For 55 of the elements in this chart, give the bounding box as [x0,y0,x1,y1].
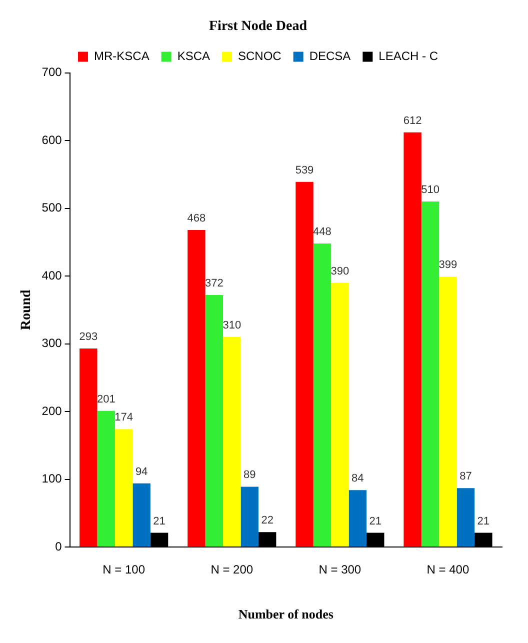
data-label: 539 [295,164,314,176]
data-label: 293 [79,331,98,344]
legend-label: KSCA [177,49,210,64]
bar [439,276,457,546]
data-label: 22 [261,514,274,527]
bar [97,410,115,546]
y-axis-title: Round [19,289,34,330]
x-axis-title: Number of nodes [238,606,334,622]
y-tick-label: 500 [42,200,62,215]
data-label: 84 [352,472,364,485]
legend-label: LEACH - C [378,49,438,64]
y-tick-label: 0 [55,539,62,554]
x-tick-label: N = 100 [102,562,146,577]
data-label: 174 [114,412,134,424]
data-label: 21 [369,515,382,528]
y-tick-label: 100 [42,472,62,486]
y-tick-label: 300 [42,336,62,350]
bar [404,132,422,546]
legend-label: MR-KSCA [94,49,150,64]
bar [296,182,314,546]
x-tick-label: N = 400 [426,562,470,577]
bar [114,429,133,546]
data-label: 310 [222,320,242,332]
bar [132,483,150,546]
data-label: 612 [403,114,422,127]
legend-label: DECSA [309,49,351,64]
data-label: 468 [187,212,206,224]
bar [240,486,258,546]
x-tick-label: N = 200 [210,562,254,577]
bar [223,336,241,546]
data-label: 201 [96,393,116,406]
y-tick-label: 600 [42,132,62,147]
chart-title: First Node Dead [209,19,308,34]
bar [313,244,332,546]
bar [80,348,98,546]
data-label: 372 [204,278,224,290]
data-label: 21 [153,515,166,528]
y-tick-label: 400 [42,268,62,282]
bar [456,488,475,546]
bar [205,294,224,546]
y-tick-label: 700 [42,65,62,80]
data-label: 399 [438,259,458,272]
bar [331,282,349,546]
data-label: 21 [477,515,490,528]
data-label: 94 [135,466,148,478]
data-label: 89 [243,469,256,482]
y-tick-label: 200 [42,404,62,418]
data-label: 510 [421,184,440,196]
x-tick-label: N = 300 [318,562,362,577]
bar [421,202,440,546]
data-label: 87 [460,470,472,483]
legend-label: SCNOC [238,49,282,64]
bar [188,230,206,546]
data-label: 390 [330,265,350,278]
bar [348,490,367,546]
